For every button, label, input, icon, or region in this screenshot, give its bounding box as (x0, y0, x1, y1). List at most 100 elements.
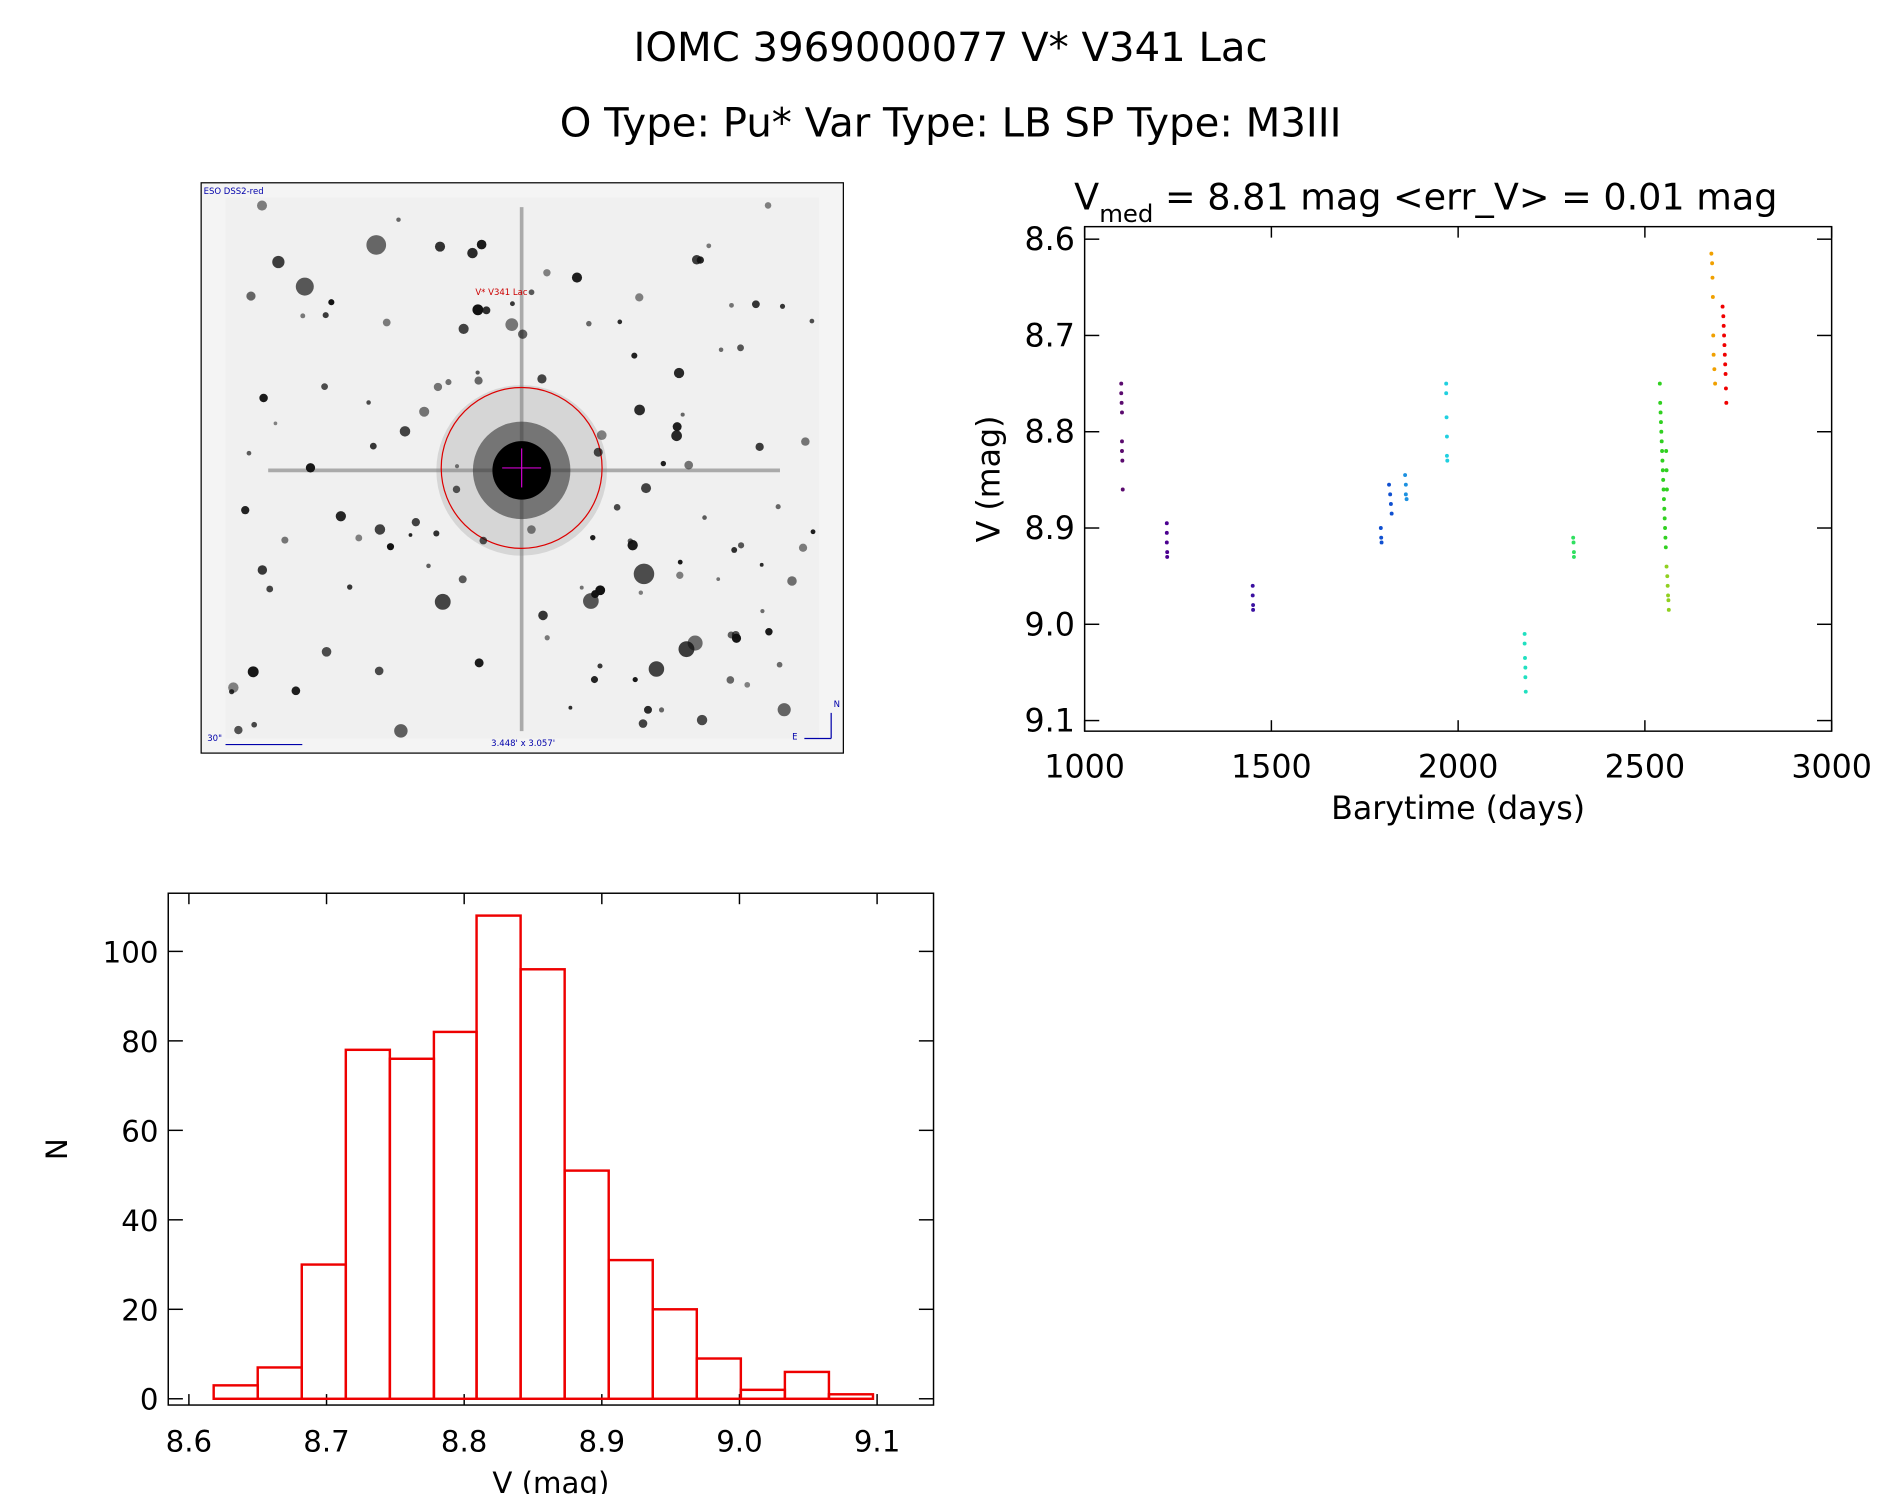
bar (256, 1366, 303, 1400)
point (1444, 391, 1449, 396)
bar (300, 1263, 348, 1400)
star (241, 506, 250, 515)
star (355, 534, 363, 542)
star (631, 352, 638, 359)
star (678, 641, 695, 658)
star (634, 404, 645, 416)
x-tick-label: 9.0 (716, 1424, 763, 1458)
star (445, 379, 452, 386)
star (408, 533, 413, 537)
point (1444, 381, 1449, 386)
point (1710, 261, 1715, 266)
star (729, 302, 734, 308)
star (467, 247, 478, 259)
star (777, 703, 791, 717)
point (1658, 420, 1663, 425)
bar (212, 1384, 259, 1400)
star (474, 658, 484, 668)
point (1720, 304, 1725, 309)
point (1164, 540, 1169, 545)
bar (651, 1308, 699, 1400)
survey-label: ESO DSS2-red (204, 187, 264, 197)
point (1723, 362, 1728, 367)
point (1522, 631, 1527, 636)
star (257, 565, 268, 575)
y-axis-label: V (mag) (971, 416, 1007, 543)
point (1571, 540, 1576, 545)
plot-frame (1083, 225, 1833, 732)
star (322, 312, 329, 319)
y-tick-label: 100 (103, 935, 159, 969)
point (1120, 458, 1125, 463)
point (1120, 449, 1124, 453)
star (458, 575, 467, 584)
north-label: N (834, 700, 840, 710)
bar (607, 1258, 654, 1400)
star (399, 426, 411, 437)
y-tick-label: 40 (121, 1204, 158, 1238)
x-tick-label: 3000 (1791, 749, 1872, 785)
point (1165, 554, 1170, 559)
star (677, 559, 683, 565)
star (759, 562, 764, 567)
point (1710, 275, 1715, 280)
x-tick-label: 1500 (1231, 749, 1312, 785)
star (627, 540, 638, 551)
star (684, 460, 694, 470)
point (1523, 665, 1528, 670)
point (1120, 410, 1124, 415)
point (1523, 656, 1527, 660)
bar (695, 1357, 743, 1400)
star (411, 518, 420, 527)
x-tick-label: 9.1 (854, 1424, 901, 1458)
y-tick-label: 8.6 (1025, 222, 1075, 258)
point (1120, 439, 1124, 444)
point (1659, 439, 1664, 444)
point (1663, 526, 1668, 530)
star (305, 463, 316, 473)
point (1666, 593, 1670, 598)
star (543, 269, 551, 277)
y-tick-label: 60 (121, 1114, 158, 1148)
point (1713, 381, 1718, 386)
point (1664, 468, 1669, 473)
star (617, 319, 623, 325)
star (596, 430, 607, 441)
star (272, 255, 285, 269)
star (737, 344, 744, 352)
star (775, 504, 781, 510)
star (671, 430, 682, 442)
point (1388, 492, 1393, 497)
point (1250, 583, 1255, 588)
bar (432, 1030, 478, 1400)
point (1658, 410, 1663, 415)
point (1403, 482, 1408, 487)
star (386, 543, 395, 551)
star (434, 241, 446, 252)
point (1657, 381, 1662, 386)
star (731, 547, 738, 553)
star (676, 571, 684, 579)
point (1523, 689, 1528, 694)
star (257, 200, 268, 211)
y-tick-label: 8.9 (1025, 511, 1075, 547)
star (798, 543, 808, 552)
point (1571, 535, 1576, 540)
point (1571, 554, 1576, 559)
star (635, 293, 644, 302)
star (672, 422, 682, 432)
point (1389, 511, 1394, 516)
bar (344, 1048, 392, 1400)
bar (783, 1370, 831, 1400)
point (1721, 323, 1726, 328)
star (291, 686, 301, 696)
bar (475, 914, 522, 1400)
y-tick-label: 0 (140, 1383, 159, 1417)
star (726, 676, 735, 684)
point (1119, 381, 1124, 386)
star (809, 318, 815, 324)
y-tick-label: 8.8 (1025, 415, 1075, 451)
star (366, 235, 387, 255)
point (1664, 564, 1669, 569)
